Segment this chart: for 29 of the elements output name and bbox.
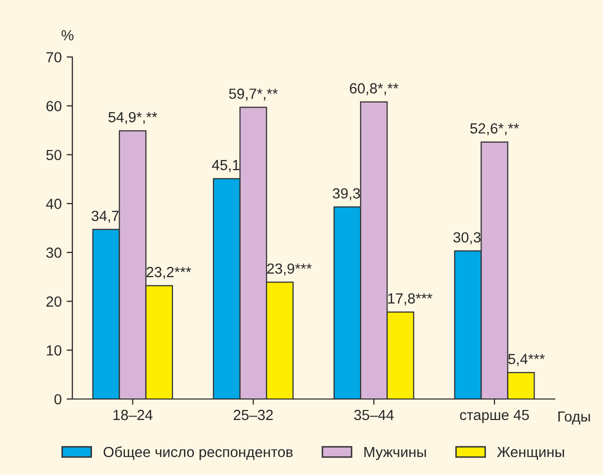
x-tick-label: 18–24 xyxy=(114,410,153,420)
data-label: 45,1 xyxy=(212,160,240,172)
x-tick-label: старше 45 xyxy=(460,410,529,424)
data-label: 23,2*** xyxy=(146,266,192,279)
x-tick-label: 25–32 xyxy=(234,410,273,420)
data-label: 30,3 xyxy=(453,232,481,244)
y-tick-label: 20 xyxy=(46,296,62,307)
y-tick-label: 50 xyxy=(46,150,62,160)
legend-label: Женщины xyxy=(497,446,564,460)
data-label: 60,8*,** xyxy=(350,83,398,96)
x-axis-title: Годы xyxy=(558,412,590,424)
data-label: 39,3 xyxy=(332,188,360,200)
y-tick-label: 60 xyxy=(46,100,62,112)
y-tick-label: 40 xyxy=(46,198,62,209)
data-label: 54,9*,** xyxy=(108,112,158,124)
data-label: 59,7*,** xyxy=(229,88,278,101)
data-label: 52,6*,** xyxy=(470,123,519,136)
data-label: 23,9*** xyxy=(267,263,312,276)
y-axis-title: % xyxy=(62,30,74,40)
data-label: 17,8*** xyxy=(388,293,432,306)
y-tick-label: 10 xyxy=(46,345,62,356)
legend-label: Мужчины xyxy=(364,446,426,460)
y-tick-label: 0 xyxy=(54,394,62,404)
y-tick-label: 70 xyxy=(46,52,62,62)
legend-label: Общее число респондентов xyxy=(104,446,293,460)
data-label: 34,7 xyxy=(92,210,119,223)
y-tick-label: 30 xyxy=(46,248,62,258)
x-tick-label: 35–44 xyxy=(354,410,394,420)
data-label: 5,4*** xyxy=(508,354,545,366)
